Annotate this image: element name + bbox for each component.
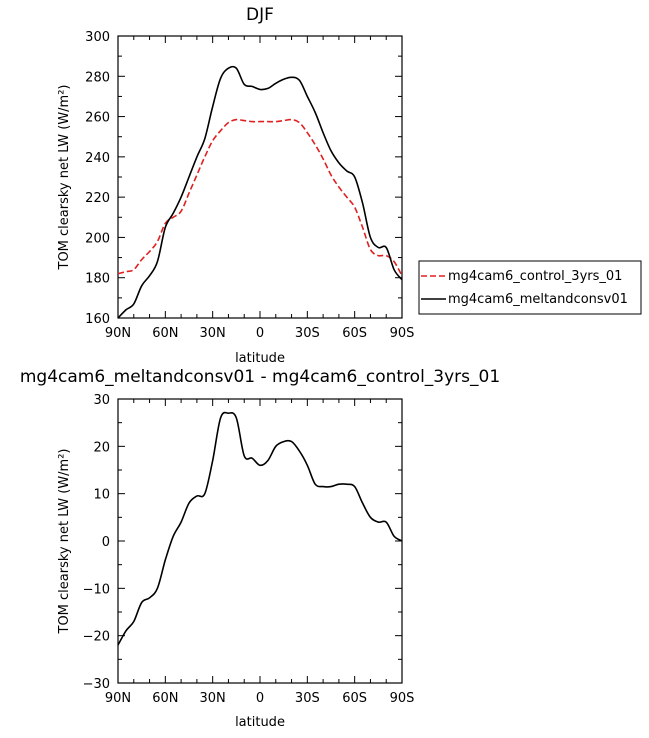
x-tick-label: 0	[256, 691, 264, 706]
y-tick-label: 20	[93, 440, 110, 455]
series-line-0	[117, 118, 403, 277]
y-tick-label: 10	[93, 488, 110, 503]
x-tick-label: 0	[256, 326, 264, 341]
x-tick-label: 30S	[295, 691, 320, 706]
y-tick-label: 200	[85, 231, 110, 246]
legend-box	[418, 260, 642, 315]
x-tick-label: 60S	[342, 691, 367, 706]
y-axis: 160 180 200 220 240 260 280 300	[85, 30, 402, 327]
x-axis-label: latitude	[235, 351, 285, 366]
x-tick-label: 60N	[152, 691, 178, 706]
plot-frame	[117, 398, 403, 684]
plot-frame	[117, 35, 403, 319]
y-tick-label: −30	[83, 677, 110, 692]
y-axis-label: TOM clearsky net LW (W/m²)	[57, 84, 72, 270]
difference-chart-title: mg4cam6_meltandconsv01 - mg4cam6_control…	[20, 367, 500, 387]
y-tick-label: 220	[85, 191, 110, 206]
x-tick-label: 90S	[390, 326, 415, 341]
y-tick-label: 30	[93, 393, 110, 408]
y-tick-label: −10	[83, 582, 110, 597]
bottom-chart: mg4cam6_meltandconsv01 - mg4cam6_control…	[20, 367, 500, 730]
y-tick-label: 280	[85, 70, 110, 85]
series-line-1	[117, 65, 403, 319]
x-axis: 90N 60N 30N 0 30S 60S 90S	[105, 36, 415, 341]
x-tick-label: 90N	[105, 691, 131, 706]
x-tick-label: 30N	[200, 691, 226, 706]
series-lines	[117, 65, 403, 319]
legend-label-meltandconsv: mg4cam6_meltandconsv01	[448, 292, 628, 307]
x-tick-label: 60S	[342, 326, 367, 341]
legend-label-control: mg4cam6_control_3yrs_01	[448, 269, 622, 284]
x-axis-label: latitude	[235, 715, 285, 730]
y-tick-label: 160	[85, 312, 110, 327]
series-lines	[117, 411, 403, 646]
legend: mg4cam6_control_3yrs_01 mg4cam6_meltandc…	[418, 260, 642, 315]
top-chart: DJF 160 180 200 220 240 260 280 300 90N 60N 30N 0 3…	[57, 5, 642, 366]
y-axis: −30 −20 −10 0 10 20 30	[83, 393, 402, 692]
y-tick-label: 0	[102, 535, 110, 550]
x-tick-label: 90N	[105, 326, 131, 341]
y-tick-label: 240	[85, 151, 110, 166]
x-tick-label: 90S	[390, 691, 415, 706]
x-axis: 90N 60N 30N 0 30S 60S 90S	[105, 399, 415, 706]
x-tick-label: 30S	[295, 326, 320, 341]
chart-title: DJF	[246, 5, 274, 25]
y-tick-label: −20	[83, 630, 110, 645]
y-tick-label: 300	[85, 30, 110, 45]
x-tick-label: 60N	[152, 326, 178, 341]
y-tick-label: 260	[85, 111, 110, 126]
y-tick-label: 180	[85, 272, 110, 287]
y-axis-label: TOM clearsky net LW (W/m²)	[57, 448, 72, 634]
series-line-0	[117, 411, 403, 646]
x-tick-label: 30N	[200, 326, 226, 341]
